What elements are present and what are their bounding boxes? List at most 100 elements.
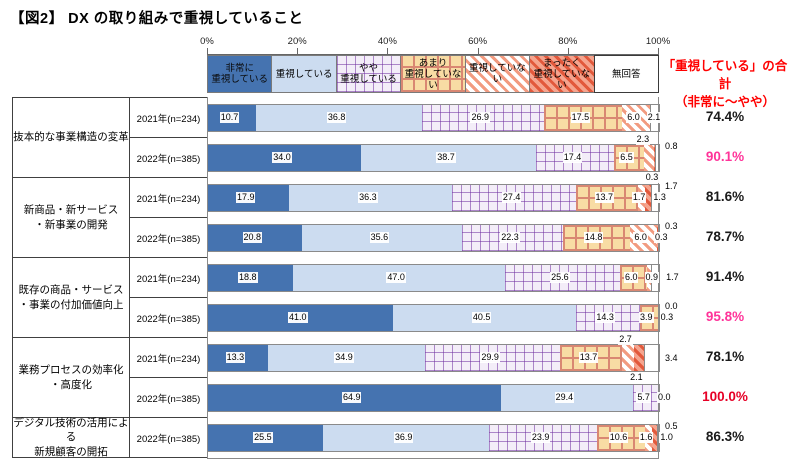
legend-label: まったく (543, 57, 581, 69)
value-label: 13.3 (225, 352, 246, 363)
axis-tick-mark (567, 48, 569, 54)
total-value: 86.3% (705, 429, 745, 444)
axis-tick-mark (658, 48, 659, 54)
value-label: 64.9 (341, 392, 362, 403)
bar-segment-na (655, 145, 659, 171)
legend-item-notmuch: あまり 重視していない (400, 55, 466, 93)
axis-tick-label: 60% (468, 36, 488, 47)
value-label: 25.6 (550, 272, 570, 283)
category-cell-2: 既存の商品・サービス ・事業の付加価値向上 (12, 257, 130, 338)
bar-segment-notmuch (597, 425, 645, 451)
stacked-bar: 17.9 36.3 27.4 13.7 1.7 1.3 1.7 (207, 181, 679, 212)
axis-tick-mark (207, 48, 208, 54)
bar-segment-not (622, 345, 635, 371)
value-label: 0.3 (664, 221, 679, 232)
category-cell-3: 業務プロセスの効率化 ・高度化 (12, 337, 130, 418)
value-label: 17.9 (235, 192, 256, 203)
chart-legend: 非常に 重視している 重視している やや 重視している あまり 重視していない 重視していない… (207, 55, 659, 93)
legend-label: 非常に (225, 63, 254, 74)
value-label: 10.6 (608, 432, 629, 443)
year-cell: 2021年(n=234) (129, 337, 208, 378)
value-label: 1.7 (665, 272, 680, 283)
legend-item-some: やや 重視している (335, 55, 402, 93)
category-label: 新規顧客の開拓 (34, 445, 108, 458)
value-label: 26.9 (470, 112, 491, 123)
bar-segment-not (629, 225, 657, 251)
bar-segment-notmuch (543, 105, 623, 131)
stacked-bar: 20.8 35.6 22.3 14.8 6.0 0.3 0.3 (207, 221, 679, 252)
legend-label: 重視している (275, 68, 333, 80)
value-label: 1.3 (652, 192, 667, 203)
stacked-bar: 34.0 38.7 17.4 6.5 2.3 0.3 0.8 (207, 134, 679, 183)
axis-tick-label: 100% (645, 36, 671, 47)
bar-segment-notall (654, 145, 656, 171)
total-value: 81.6% (705, 189, 745, 204)
category-label: 抜本的な事業構造の変革 (13, 131, 129, 144)
stacked-bar: 10.7 36.8 26.9 17.5 6.0 2.1 (207, 104, 662, 132)
legend-label: あまり (418, 57, 448, 69)
value-label: 1.0 (659, 432, 674, 443)
value-label: 18.8 (237, 272, 258, 283)
value-label: 13.7 (578, 352, 599, 363)
axis-tick-mark (297, 48, 299, 54)
total-value: 78.1% (705, 349, 745, 364)
category-label: ・新事業の開発 (34, 218, 108, 231)
value-label: 14.3 (595, 312, 615, 323)
axis-tick-mark (387, 48, 389, 54)
value-label: 2.7 (618, 334, 633, 345)
value-label: 1.7 (631, 192, 647, 203)
value-label: 2.1 (629, 372, 644, 383)
stacked-bar: 25.5 36.9 23.9 10.6 1.6 1.0 0.5 (207, 421, 679, 452)
axis-tick-label: 20% (287, 36, 307, 47)
total-value: 90.1% (705, 149, 745, 164)
value-label: 6.5 (619, 152, 634, 163)
value-label: 0.8 (664, 141, 679, 152)
value-label: 1.7 (664, 181, 679, 192)
category-cell-0: 抜本的な事業構造の変革 (12, 97, 130, 178)
total-value: 100.0% (702, 389, 748, 404)
axis-tick-label: 80% (558, 36, 578, 47)
stacked-bar: 18.8 47.0 25.6 6.0 0.9 1.7 (207, 264, 680, 292)
stacked-bar: 41.0 40.5 14.3 3.9 0.3 0.0 (207, 301, 679, 332)
category-label: デジタル技術の活用による (13, 416, 129, 444)
year-cell: 2022年(n=385) (129, 377, 208, 418)
totals-header-line1: 「重視している」の合計 (662, 59, 788, 91)
value-label: 41.0 (288, 312, 308, 323)
total-value: 74.4% (705, 109, 745, 124)
year-cell: 2022年(n=385) (129, 417, 208, 458)
x-axis-line (207, 54, 659, 55)
value-label: 5.7 (636, 392, 651, 403)
legend-item-notall: まったく 重視していない (529, 55, 595, 93)
axis-tick-label: 40% (377, 36, 397, 47)
bar-segment-na (656, 425, 659, 451)
category-label: 既存の商品・サービス (18, 284, 124, 296)
value-label: 13.7 (594, 192, 615, 203)
legend-label: 重視していない (533, 68, 591, 91)
value-label: 0.5 (664, 421, 679, 432)
value-label: 34.9 (334, 352, 354, 363)
value-label: 36.8 (326, 112, 347, 123)
legend-label: 無回答 (611, 68, 641, 80)
bar-segment-not (643, 145, 655, 171)
value-label: 34.0 (272, 152, 292, 163)
axis-tick-mark (477, 48, 479, 54)
value-label: 35.6 (369, 232, 390, 243)
year-cell: 2021年(n=234) (129, 97, 208, 138)
value-label: 6.0 (623, 272, 639, 283)
legend-label: 重視していない (469, 63, 526, 85)
value-label: 3.9 (639, 312, 654, 323)
value-label: 6.0 (633, 232, 648, 243)
legend-label: 重視している (211, 74, 269, 85)
value-label: 40.5 (471, 312, 492, 323)
value-label: 47.0 (386, 272, 406, 283)
category-cell-1: 新商品・新サービス ・新事業の開発 (12, 177, 130, 258)
bar-segment-notall (645, 185, 652, 211)
category-label: ・事業の付加価値向上 (18, 298, 124, 311)
value-label: 2.1 (646, 112, 662, 123)
value-label: 0.3 (659, 312, 675, 323)
value-label: 2.3 (635, 134, 651, 145)
value-label: 0.3 (644, 172, 660, 183)
chart-rows: 抜本的な事業構造の変革 2021年(n=234) 10.7 36.8 26.9 17.5 6… (0, 97, 792, 459)
value-label: 0.0 (664, 301, 679, 312)
total-value: 91.4% (705, 269, 745, 284)
